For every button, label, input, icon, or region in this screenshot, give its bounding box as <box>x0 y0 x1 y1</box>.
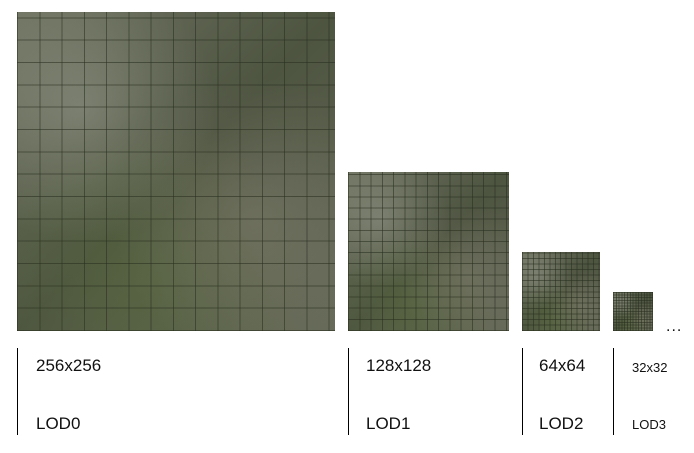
more-levels-ellipsis: ... <box>666 318 682 336</box>
divider-lod0 <box>17 348 18 435</box>
size-label-lod0: 256x256 <box>36 356 101 376</box>
size-label-lod2: 64x64 <box>539 356 585 376</box>
texture-lod0 <box>17 12 335 331</box>
divider-lod1 <box>348 348 349 435</box>
lod-label-1: LOD1 <box>366 414 410 434</box>
lod-label-0: LOD0 <box>36 414 80 434</box>
divider-lod2 <box>522 348 523 435</box>
lod-label-2: LOD2 <box>539 414 583 434</box>
lod-label-3: LOD3 <box>632 417 666 432</box>
size-label-lod3: 32x32 <box>632 360 667 375</box>
divider-lod3 <box>613 348 614 435</box>
size-label-lod1: 128x128 <box>366 356 431 376</box>
texture-lod1 <box>348 172 509 331</box>
texture-lod2 <box>522 252 600 331</box>
texture-lod3 <box>613 292 653 331</box>
